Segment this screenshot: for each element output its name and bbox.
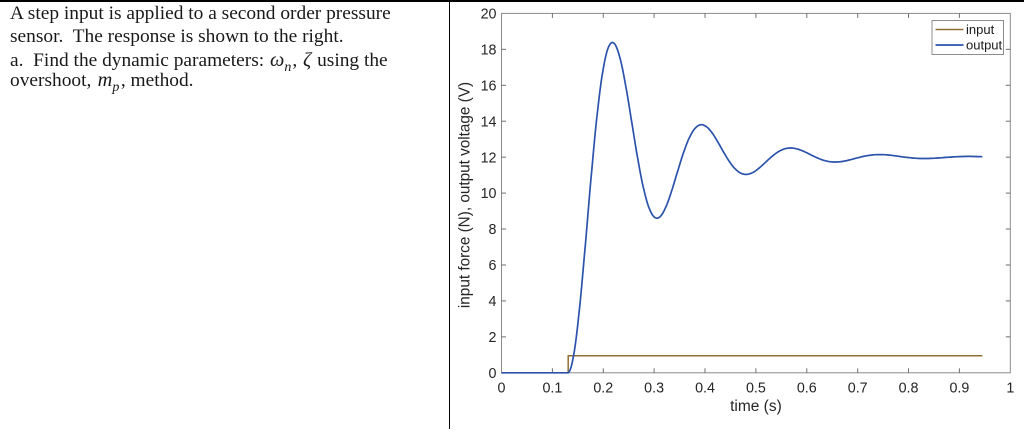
svg-text:0.3: 0.3 [644, 381, 664, 397]
svg-text:20: 20 [481, 7, 497, 23]
svg-text:16: 16 [481, 78, 497, 94]
svg-text:18: 18 [481, 42, 497, 58]
svg-text:4: 4 [489, 294, 497, 310]
svg-text:6: 6 [489, 258, 497, 274]
svg-text:input force (N), output voltag: input force (N), output voltage (V) [457, 82, 474, 308]
svg-text:14: 14 [481, 114, 497, 130]
svg-text:10: 10 [481, 186, 497, 202]
svg-text:0.1: 0.1 [542, 381, 562, 397]
svg-text:output: output [966, 38, 1003, 53]
svg-text:12: 12 [481, 150, 497, 166]
svg-text:0: 0 [498, 381, 506, 397]
svg-text:8: 8 [489, 222, 497, 238]
svg-text:2: 2 [489, 330, 497, 346]
svg-text:0.9: 0.9 [949, 381, 969, 397]
svg-text:0.8: 0.8 [899, 381, 919, 397]
svg-text:0.5: 0.5 [746, 381, 766, 397]
svg-text:0.4: 0.4 [695, 381, 715, 397]
svg-text:input: input [966, 22, 995, 37]
svg-text:0.7: 0.7 [848, 381, 868, 397]
svg-text:0: 0 [489, 366, 497, 382]
svg-text:0.2: 0.2 [593, 381, 613, 397]
svg-text:1: 1 [1006, 381, 1014, 397]
svg-text:0.6: 0.6 [797, 381, 817, 397]
svg-text:time (s): time (s) [730, 398, 782, 415]
